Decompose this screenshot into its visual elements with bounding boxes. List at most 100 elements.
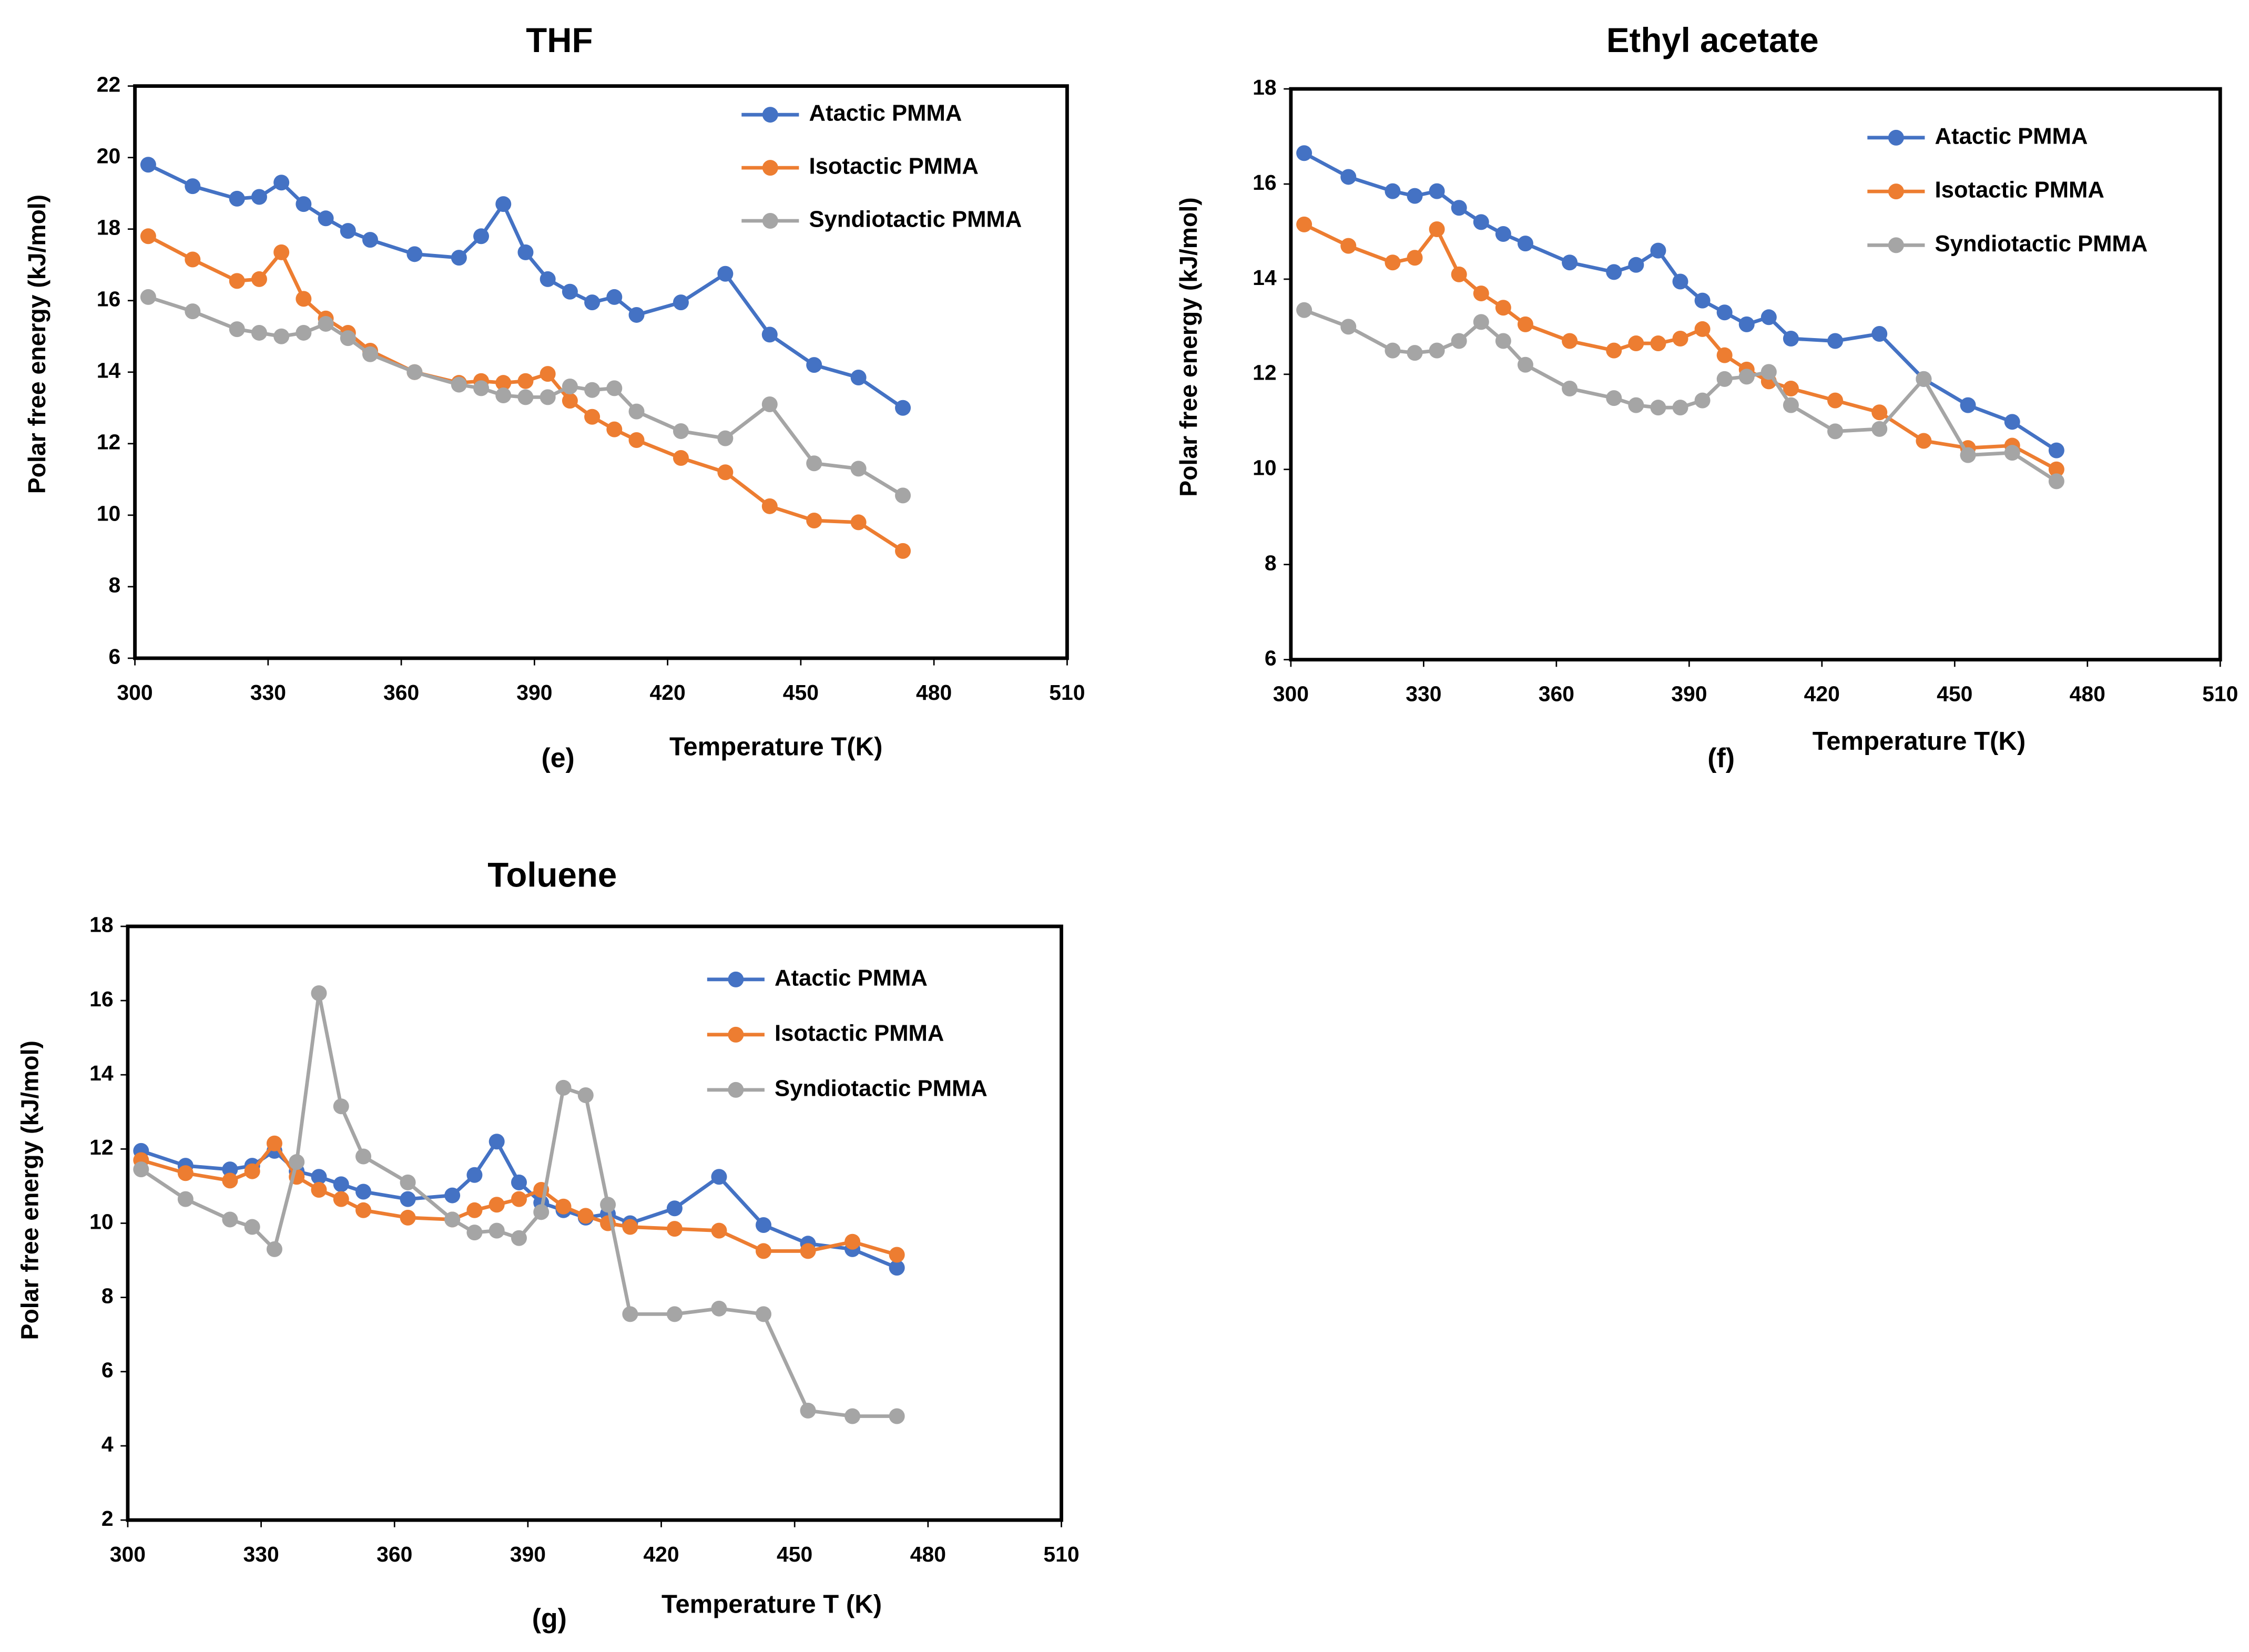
- data-point: [540, 366, 556, 382]
- y-tick-label: 2: [101, 1506, 114, 1531]
- data-point: [1716, 347, 1733, 363]
- data-point: [628, 432, 645, 448]
- legend-label: Isotactic PMMA: [1935, 178, 2104, 203]
- data-point: [1827, 333, 1844, 349]
- y-tick-label: 14: [97, 359, 121, 383]
- legend-label: Atactic PMMA: [775, 965, 928, 991]
- y-tick-label: 6: [109, 645, 121, 669]
- y-tick-label: 10: [89, 1209, 114, 1233]
- y-tick-label: 16: [97, 287, 121, 311]
- x-axis-label: Temperature T(K): [1813, 727, 2026, 756]
- data-point: [2048, 461, 2064, 477]
- data-point: [577, 1087, 594, 1104]
- data-point: [1296, 302, 1312, 318]
- data-point: [850, 369, 867, 385]
- data-point: [761, 396, 778, 412]
- x-tick-label: 300: [1273, 682, 1309, 706]
- data-point: [340, 330, 356, 346]
- x-tick-label: 330: [250, 680, 286, 705]
- data-point: [2004, 445, 2020, 461]
- data-point: [756, 1243, 772, 1259]
- data-point: [466, 1167, 483, 1183]
- y-tick-label: 10: [1253, 456, 1277, 480]
- data-point: [1495, 300, 1511, 316]
- data-point: [1296, 145, 1312, 161]
- x-tick-label: 480: [916, 680, 952, 705]
- data-point: [889, 1247, 905, 1263]
- data-point: [1340, 319, 1357, 335]
- x-axis-label: Temperature T(K): [669, 733, 882, 761]
- data-point: [533, 1204, 549, 1220]
- legend-label: Syndiotactic PMMA: [809, 207, 1022, 232]
- data-point: [2048, 442, 2064, 458]
- legend-label: Atactic PMMA: [1935, 124, 2088, 149]
- y-tick-label: 8: [101, 1283, 114, 1308]
- data-point: [1871, 404, 1888, 421]
- data-point: [1650, 335, 1666, 352]
- data-point: [1650, 400, 1666, 416]
- x-tick-label: 330: [1406, 682, 1441, 706]
- data-point: [1783, 397, 1799, 413]
- data-point: [400, 1174, 416, 1190]
- data-point: [222, 1211, 238, 1228]
- y-tick-label: 10: [97, 502, 121, 526]
- data-point: [540, 271, 556, 287]
- data-point: [1517, 236, 1533, 252]
- plot-frame: [126, 924, 1063, 1522]
- x-tick-label: 420: [1804, 682, 1840, 706]
- x-tick-label: 450: [777, 1542, 812, 1566]
- legend-marker: [1888, 183, 1904, 200]
- x-tick-label: 330: [243, 1542, 279, 1566]
- data-point: [1760, 309, 1777, 325]
- data-point: [800, 1402, 816, 1419]
- data-point: [400, 1209, 416, 1226]
- data-point: [844, 1408, 861, 1424]
- data-point: [562, 393, 578, 409]
- data-point: [622, 1219, 638, 1235]
- data-point: [466, 1202, 483, 1218]
- data-point: [495, 387, 512, 403]
- data-point: [895, 400, 911, 416]
- data-point: [717, 266, 734, 282]
- annotation: (f): [1707, 742, 1735, 773]
- data-point: [562, 378, 578, 394]
- data-point: [1385, 342, 1401, 359]
- data-point: [140, 228, 156, 244]
- data-point: [473, 228, 490, 244]
- data-point: [577, 1208, 594, 1224]
- legend-label: Atactic PMMA: [809, 101, 962, 126]
- data-point: [1783, 380, 1799, 396]
- data-point: [1783, 331, 1799, 347]
- data-point: [406, 364, 423, 380]
- data-point: [1407, 250, 1423, 266]
- x-tick-label: 480: [910, 1542, 946, 1566]
- data-point: [1672, 400, 1688, 416]
- data-point: [1517, 356, 1533, 373]
- data-point: [1960, 397, 1976, 413]
- data-point: [666, 1306, 683, 1322]
- x-tick-label: 420: [643, 1542, 679, 1566]
- data-point: [717, 464, 734, 481]
- data-point: [1429, 342, 1445, 359]
- data-point: [628, 307, 645, 323]
- data-point: [1694, 392, 1711, 409]
- legend-marker: [728, 1026, 744, 1043]
- y-tick-label: 18: [89, 913, 114, 937]
- data-point: [1760, 364, 1777, 380]
- y-tick-label: 14: [89, 1061, 114, 1085]
- data-point: [606, 380, 623, 396]
- y-tick-label: 18: [1253, 75, 1277, 99]
- data-point: [895, 543, 911, 559]
- data-point: [1672, 273, 1688, 290]
- legend-label: Syndiotactic PMMA: [1935, 231, 2148, 257]
- data-point: [133, 1161, 149, 1178]
- data-point: [473, 380, 490, 396]
- data-point: [273, 244, 290, 260]
- data-point: [140, 289, 156, 305]
- data-point: [1628, 335, 1644, 352]
- legend-marker: [762, 107, 778, 123]
- data-point: [311, 1169, 327, 1185]
- chart-title: THF: [526, 21, 593, 59]
- data-point: [555, 1198, 572, 1215]
- data-point: [711, 1169, 727, 1185]
